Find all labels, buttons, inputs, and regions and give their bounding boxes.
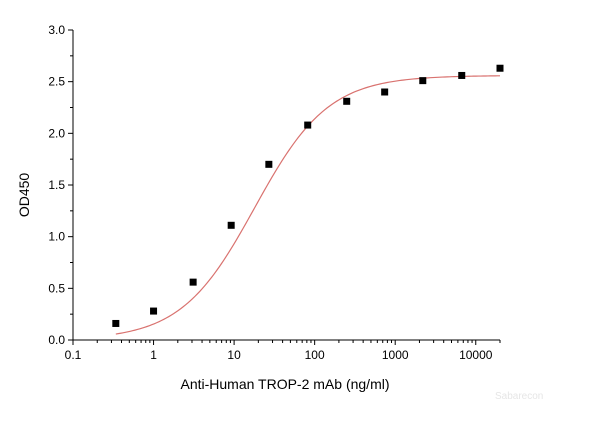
data-point <box>227 221 235 229</box>
x-tick-label: 10 <box>227 348 241 362</box>
data-point <box>189 278 197 286</box>
fit-curve <box>115 75 501 335</box>
y-tick-label: 0.0 <box>48 333 65 347</box>
y-tick-label: 3.0 <box>48 23 65 37</box>
y-tick-label: 2.5 <box>48 75 65 89</box>
fit-curve-layer <box>115 75 501 335</box>
data-point <box>112 319 120 327</box>
data-point <box>150 307 158 315</box>
x-tick-label: 100 <box>305 348 325 362</box>
data-point <box>304 121 312 129</box>
data-point <box>458 71 466 79</box>
x-tick-label: 1000 <box>382 348 409 362</box>
data-points <box>112 64 504 327</box>
x-tick-label: 10000 <box>459 348 493 362</box>
data-point <box>419 77 427 85</box>
data-point <box>496 64 504 72</box>
watermark: Sabarecon <box>495 391 543 402</box>
y-tick-label: 2.0 <box>48 126 65 140</box>
y-tick-label: 1.5 <box>48 178 65 192</box>
y-tick-label: 0.5 <box>48 281 65 295</box>
data-point <box>343 97 351 105</box>
axes: 0.0 0.5 1.0 1.5 2.0 2.5 3.0 0.1 1 10 100 1000 10000 <box>48 23 501 362</box>
x-tick-label: 0.1 <box>65 348 82 362</box>
data-point <box>265 160 273 168</box>
y-axis-title: OD450 <box>16 173 32 218</box>
y-tick-label: 1.0 <box>48 230 65 244</box>
x-axis-title: Anti-Human TROP-2 mAb (ng/ml) <box>180 376 389 392</box>
data-point <box>381 88 389 96</box>
x-tick-label: 1 <box>150 348 157 362</box>
